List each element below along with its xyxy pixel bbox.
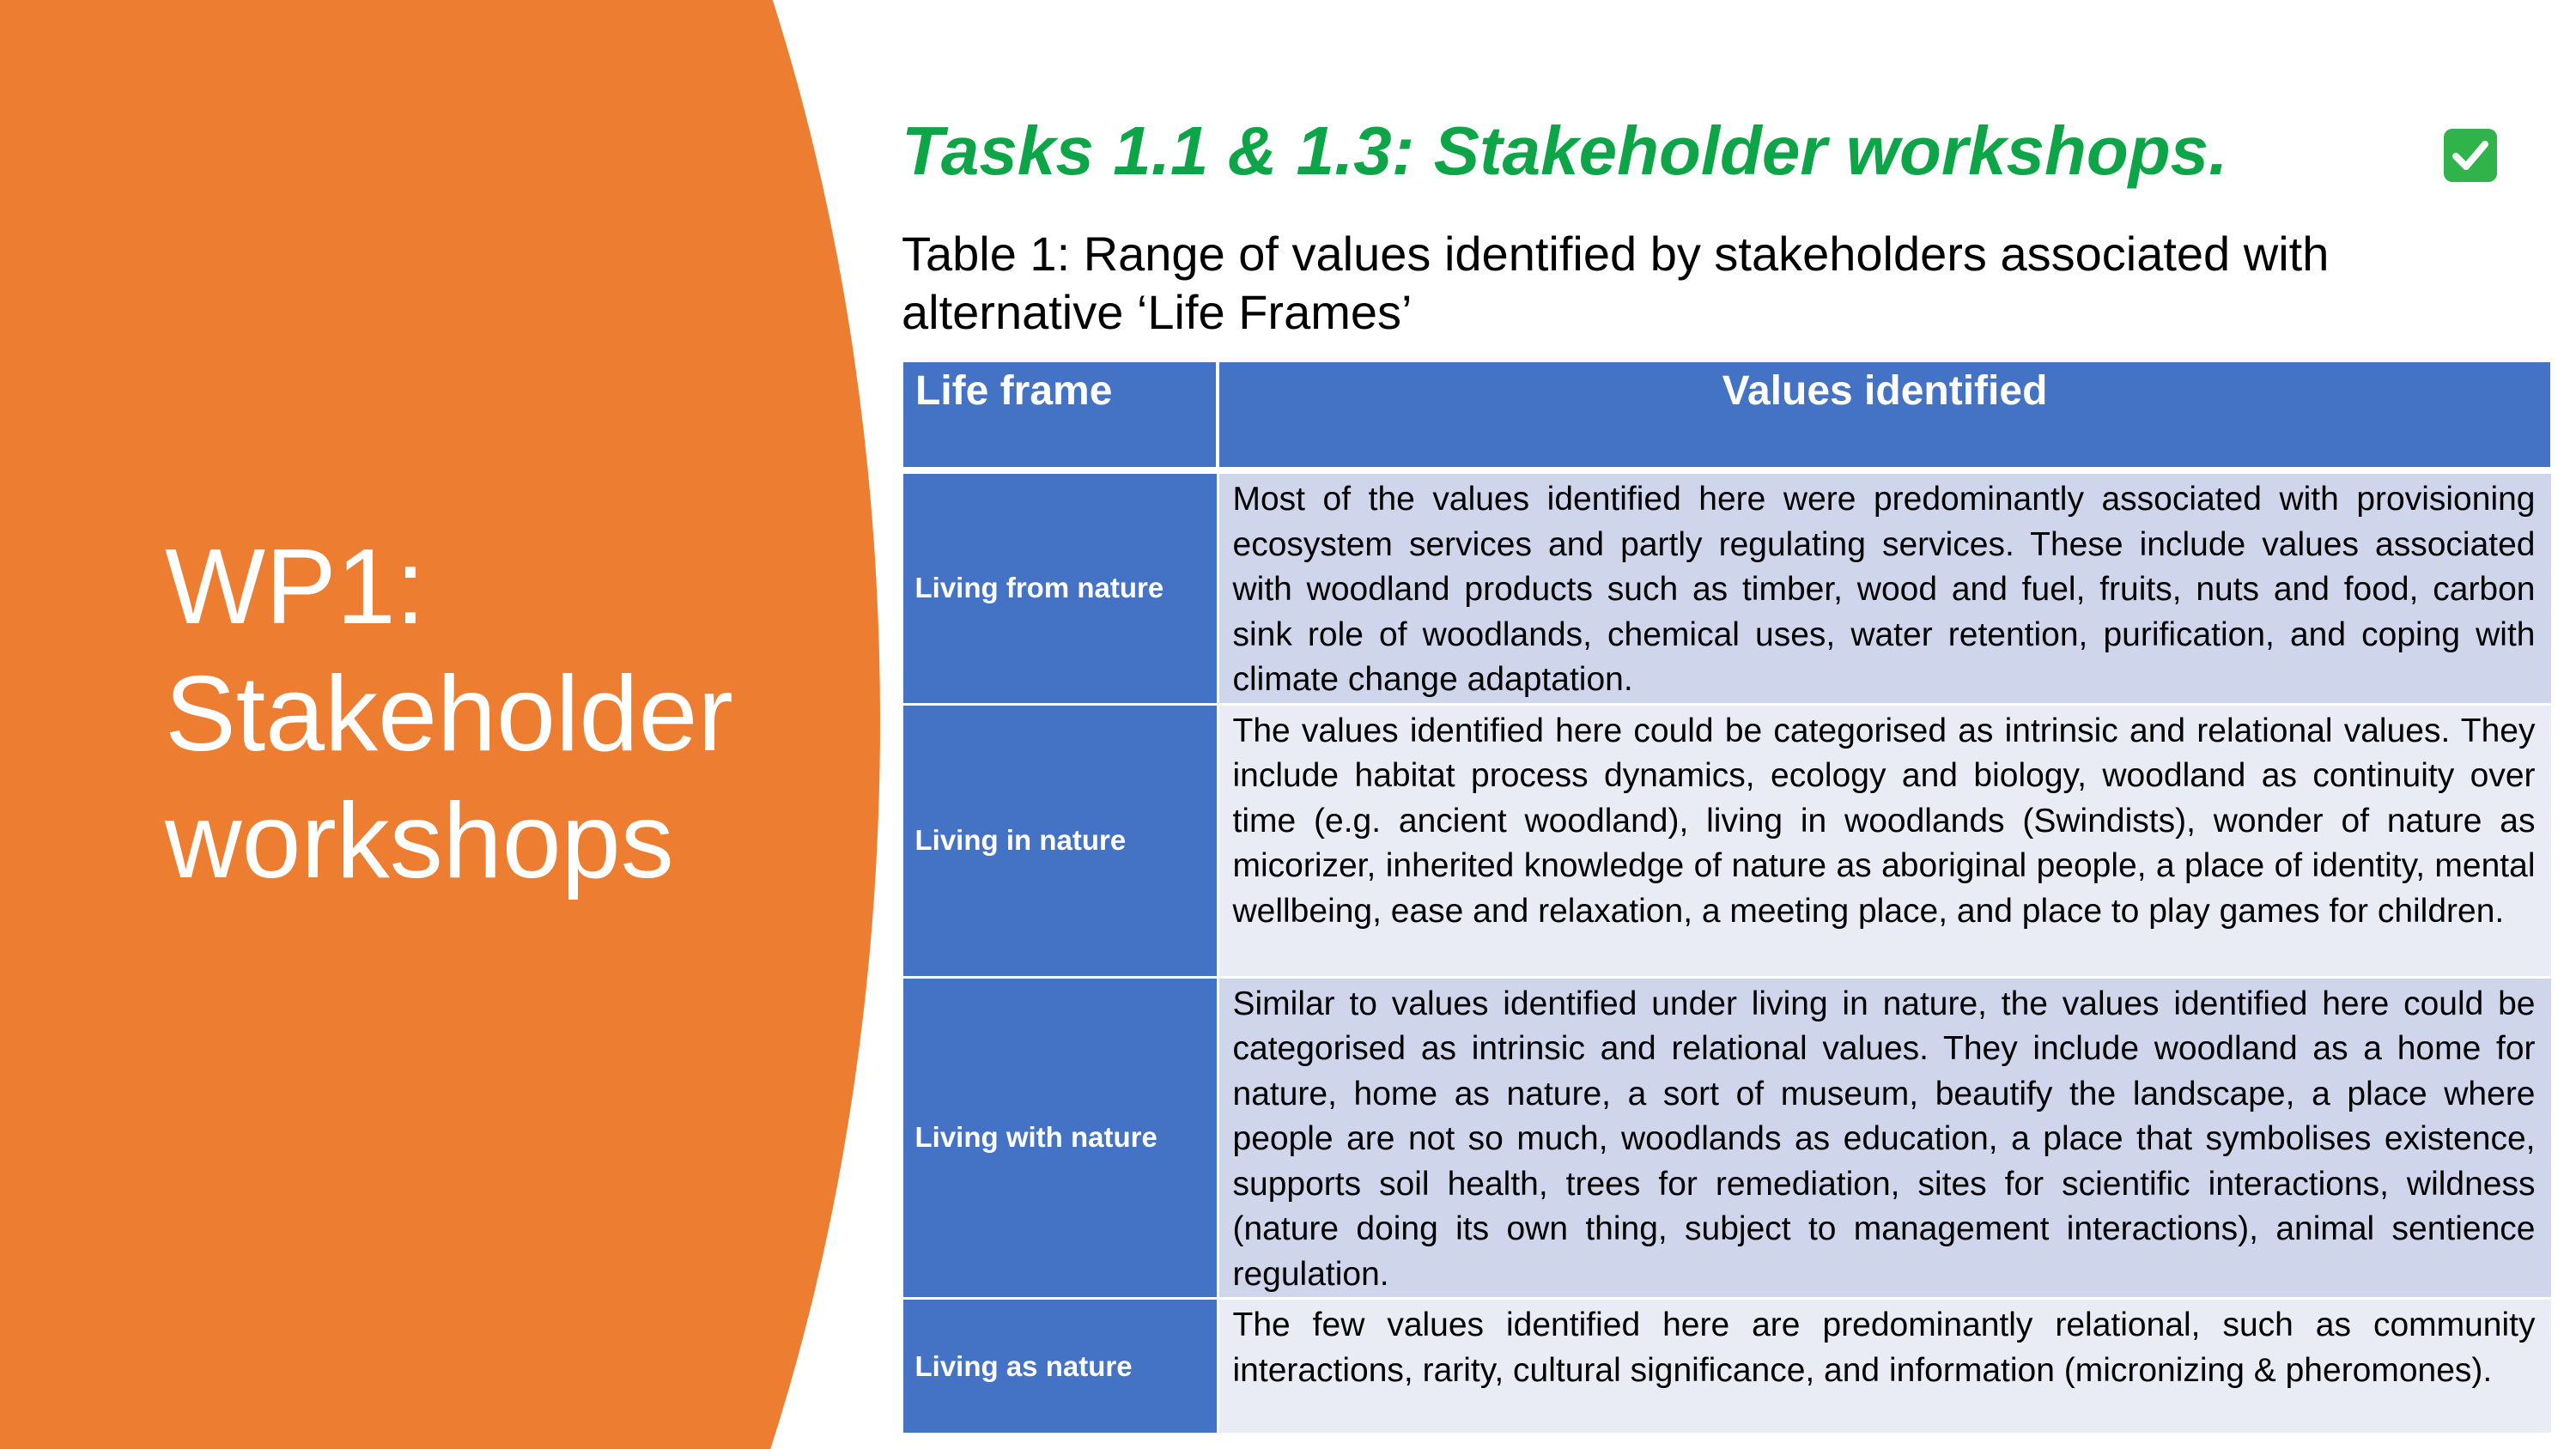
- section-title-line-3: workshops: [165, 782, 674, 900]
- life-frame-cell: Living as nature: [900, 1297, 1219, 1435]
- orange-circle-decoration: [0, 0, 880, 1449]
- section-title: WP1: Stakeholder workshops: [165, 524, 835, 905]
- values-cell: The values identified here could be cate…: [1216, 702, 2554, 979]
- table-row: Living in nature The values identified h…: [900, 702, 2554, 979]
- column-header-values: Values identified: [1216, 359, 2554, 474]
- section-title-line-1: WP1:: [165, 528, 426, 646]
- life-frame-cell: Living in nature: [900, 702, 1219, 979]
- life-frame-cell: Living from nature: [900, 469, 1219, 706]
- section-title-line-2: Stakeholder: [165, 655, 733, 773]
- life-frame-cell: Living with nature: [900, 975, 1219, 1300]
- table-row: Living with nature Similar to values ide…: [900, 975, 2554, 1300]
- values-cell: Most of the values identified here were …: [1216, 469, 2554, 706]
- table-caption: Table 1: Range of values identified by s…: [902, 227, 2330, 339]
- slide-title: Tasks 1.1 & 1.3: Stakeholder workshops.: [902, 112, 2228, 189]
- values-cell: Similar to values identified under livin…: [1216, 975, 2554, 1300]
- table-row: Living from nature Most of the values id…: [900, 469, 2554, 706]
- values-table-container: Life frame Values identified Living from…: [900, 359, 2554, 1435]
- table-row: Living as nature The few values identifi…: [900, 1297, 2554, 1435]
- values-cell: The few values identified here are predo…: [1216, 1297, 2554, 1435]
- column-header-life-frame: Life frame: [900, 359, 1219, 474]
- table-header-row: Life frame Values identified: [900, 359, 2554, 474]
- check-mark-icon: [2444, 129, 2497, 182]
- values-table: Life frame Values identified Living from…: [900, 359, 2554, 1435]
